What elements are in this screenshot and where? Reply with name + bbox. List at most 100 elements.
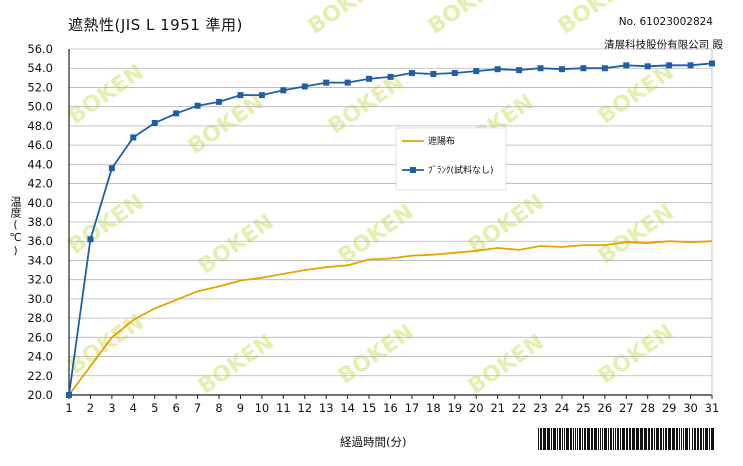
barcode-bar xyxy=(651,428,653,450)
y-tick-label: 34.0 xyxy=(27,253,53,267)
barcode xyxy=(538,428,714,450)
watermark-text: BOKEN xyxy=(424,0,509,40)
y-tick-label: 54.0 xyxy=(27,61,53,75)
barcode-bar xyxy=(570,428,572,450)
x-axis-label: 経過時間(分) xyxy=(340,435,407,449)
x-tick-label: 14 xyxy=(340,401,355,415)
data-point xyxy=(709,60,715,67)
barcode-bar xyxy=(613,428,614,450)
barcode-bar xyxy=(553,428,556,450)
barcode-bar xyxy=(600,428,601,450)
data-point xyxy=(687,62,694,69)
data-point xyxy=(451,70,458,77)
barcode-bar xyxy=(660,428,662,450)
barcode-bar xyxy=(709,428,710,450)
x-tick-label: 5 xyxy=(151,401,158,415)
barcode-bar xyxy=(692,428,693,450)
watermark-text: BOKEN xyxy=(64,60,149,130)
barcode-bar xyxy=(689,428,690,450)
barcode-bar xyxy=(594,428,597,450)
barcode-bar xyxy=(656,428,659,450)
legend-label: 遮陽布 xyxy=(428,135,455,147)
barcode-bar xyxy=(564,428,565,450)
data-point xyxy=(344,79,351,86)
barcode-bar xyxy=(683,428,684,450)
barcode-bar xyxy=(582,428,583,450)
y-tick-label: 28.0 xyxy=(27,311,53,325)
x-tick-label: 21 xyxy=(490,401,505,415)
watermark-text: BOKEN xyxy=(594,200,679,270)
y-tick-label: 30.0 xyxy=(27,292,53,306)
barcode-bar xyxy=(648,428,650,450)
barcode-bar xyxy=(579,428,581,450)
x-tick-label: 26 xyxy=(598,401,613,415)
barcode-bar xyxy=(577,428,578,450)
data-point xyxy=(516,67,523,74)
barcode-bar xyxy=(617,428,619,450)
barcode-bar xyxy=(672,428,675,450)
x-tick-label: 12 xyxy=(297,401,312,415)
data-point xyxy=(87,236,94,243)
barcode-bar xyxy=(679,428,680,450)
data-point xyxy=(151,120,158,127)
x-tick-label: 8 xyxy=(215,401,222,415)
barcode-bar xyxy=(602,428,603,450)
x-tick-label: 17 xyxy=(405,401,420,415)
barcode-bar xyxy=(598,428,599,450)
watermark-text: BOKEN xyxy=(334,320,419,390)
watermark-text: BOKEN xyxy=(64,190,149,260)
y-tick-label: 36.0 xyxy=(27,234,53,248)
barcode-bar xyxy=(559,428,561,450)
data-point xyxy=(173,110,180,117)
x-tick-label: 6 xyxy=(173,401,180,415)
barcode-bar xyxy=(685,428,688,450)
barcode-bar xyxy=(622,428,625,450)
x-tick-label: 25 xyxy=(576,401,591,415)
y-tick-labels: 20.0 22.0 24.0 26.0 28.0 30.0 32.0 34.0 36.0 38.0… xyxy=(27,42,53,402)
data-point xyxy=(66,392,72,398)
barcode-bar xyxy=(547,428,550,450)
barcode-bar xyxy=(584,428,586,450)
x-tick-label: 30 xyxy=(683,401,698,415)
barcode-bar xyxy=(610,428,612,450)
x-tick-label: 2 xyxy=(87,401,94,415)
x-tick-label: 19 xyxy=(447,401,462,415)
data-point xyxy=(623,62,630,69)
barcode-bar xyxy=(654,428,655,450)
data-point xyxy=(644,63,651,70)
barcode-bar xyxy=(705,428,708,450)
x-tick-labels: 1 2 3 4 5 6 7 8 9 10 11 12 13 14 15 16 17 18 19 20 21 22 23 24 2… xyxy=(65,395,719,415)
data-point xyxy=(366,75,373,82)
x-tick-label: 11 xyxy=(276,401,291,415)
y-tick-label: 20.0 xyxy=(27,388,53,402)
barcode-bar xyxy=(663,428,664,450)
data-point xyxy=(494,66,501,73)
barcode-bar xyxy=(703,428,704,450)
barcode-bar xyxy=(629,428,631,450)
barcode-bar xyxy=(615,428,616,450)
data-point xyxy=(387,73,394,80)
data-point xyxy=(473,68,480,75)
barcode-bar xyxy=(604,428,607,450)
barcode-bar xyxy=(697,428,699,450)
watermark-text: BOKEN xyxy=(304,0,389,40)
x-tick-label: 27 xyxy=(619,401,634,415)
data-point xyxy=(558,66,565,73)
y-tick-label: 22.0 xyxy=(27,369,53,383)
barcode-bar xyxy=(636,428,639,450)
x-tick-label: 10 xyxy=(255,401,270,415)
barcode-bar xyxy=(575,428,576,450)
data-point xyxy=(601,65,608,72)
x-tick-label: 23 xyxy=(533,401,548,415)
data-point xyxy=(666,62,673,69)
barcode-bar xyxy=(551,428,552,450)
x-tick-label: 18 xyxy=(426,401,441,415)
x-tick-label: 7 xyxy=(194,401,201,415)
barcode-bar xyxy=(538,428,539,450)
x-tick-label: 29 xyxy=(662,401,677,415)
y-tick-label: 44.0 xyxy=(27,157,53,171)
x-tick-label: 24 xyxy=(555,401,570,415)
y-tick-label: 46.0 xyxy=(27,138,53,152)
x-tick-label: 15 xyxy=(362,401,377,415)
